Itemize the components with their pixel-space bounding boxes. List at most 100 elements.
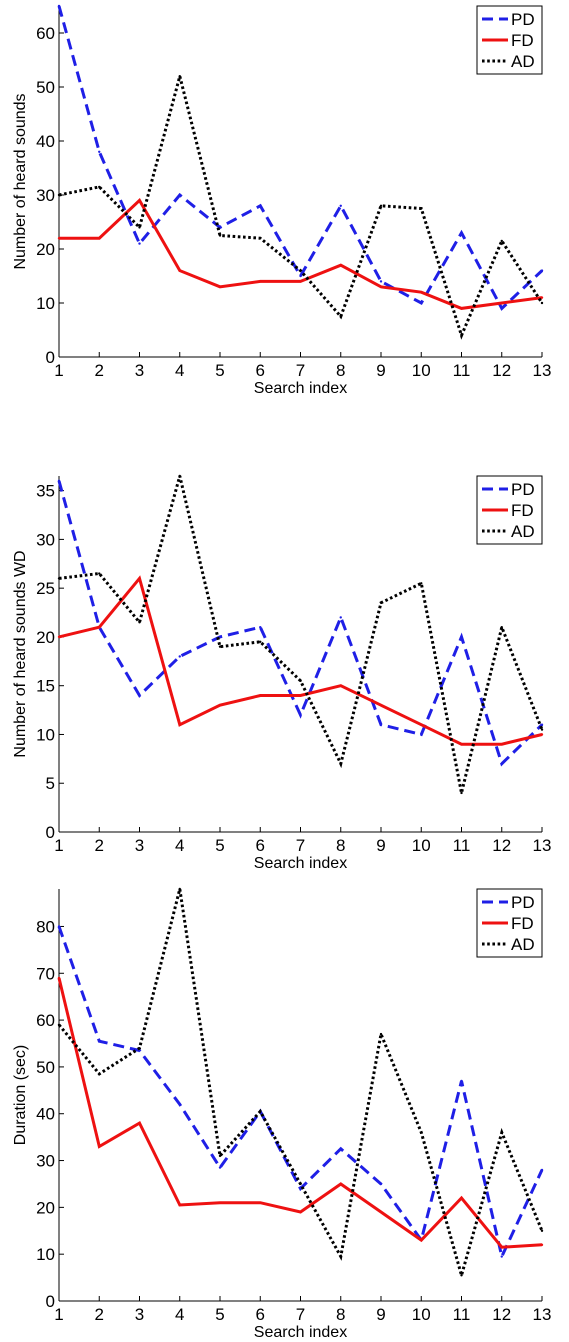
series-line-fd [59, 198, 543, 310]
data-point-pd [460, 635, 463, 639]
data-point-ad [299, 269, 302, 272]
x-tick-label: 11 [453, 361, 471, 380]
data-point-fd [420, 291, 423, 294]
x-tick-label: 1 [54, 836, 63, 855]
legend-label-ad: AD [511, 522, 535, 541]
data-point-pd [98, 1039, 101, 1043]
data-point-fd [98, 1145, 101, 1148]
data-point-fd [178, 269, 181, 272]
data-point-ad [178, 75, 181, 78]
data-point-pd [218, 1166, 222, 1169]
x-tick-label: 12 [492, 836, 511, 855]
y-tick-label: 40 [36, 1105, 55, 1124]
data-point-ad [460, 791, 463, 795]
data-point-ad [540, 728, 544, 731]
data-point-fd [339, 684, 342, 687]
data-point-pd [178, 1103, 181, 1106]
x-axis-label: Search index [254, 380, 347, 397]
data-point-fd [540, 296, 544, 299]
data-point-ad [178, 887, 181, 891]
data-point-pd [500, 307, 503, 310]
data-point-fd [500, 743, 503, 746]
data-point-pd [339, 204, 342, 207]
x-tick-label: 7 [296, 1305, 305, 1324]
legend: PD FD AD [476, 475, 543, 545]
y-tick-label: 20 [36, 628, 55, 647]
x-tick-label: 8 [336, 1305, 345, 1324]
data-point-fd [259, 280, 262, 283]
data-point-ad [420, 1131, 423, 1134]
data-point-ad [460, 1274, 463, 1277]
y-tick-label: 50 [36, 78, 55, 97]
legend-label-pd: PD [511, 10, 535, 29]
data-point-pd [420, 301, 423, 305]
data-point-fd [299, 1210, 302, 1214]
y-tick-label: 0 [46, 823, 55, 842]
data-point-fd [178, 1203, 181, 1207]
data-point-fd [500, 301, 503, 305]
x-tick-label: 7 [296, 836, 305, 855]
data-point-ad [57, 193, 61, 197]
data-point-ad [339, 315, 342, 318]
y-axis-label: Number of heard sounds [12, 93, 29, 269]
data-point-fd [420, 1238, 423, 1242]
data-point-ad [98, 1072, 101, 1076]
data-point-fd [57, 237, 61, 240]
y-tick-label: 80 [36, 917, 55, 936]
data-point-pd [540, 1168, 544, 1172]
data-point-fd [178, 723, 181, 726]
data-point-pd [57, 479, 61, 483]
x-tick-label: 7 [296, 361, 305, 380]
y-tick-label: 10 [36, 294, 55, 313]
x-tick-label: 4 [175, 1305, 184, 1324]
data-point-fd [57, 976, 61, 980]
data-point-pd [299, 713, 302, 717]
data-point-fd [339, 264, 342, 267]
data-point-ad [259, 237, 262, 240]
x-tick-label: 10 [412, 1305, 431, 1324]
legend-label-ad: AD [511, 52, 535, 71]
y-tick-label: 5 [46, 774, 55, 793]
x-tick-label: 3 [135, 1305, 144, 1324]
data-point-fd [500, 1245, 503, 1249]
legend-label-pd: PD [511, 480, 535, 499]
data-point-pd [460, 1079, 463, 1083]
data-point-pd [379, 1182, 383, 1186]
legend: PD FD AD [476, 888, 543, 958]
x-tick-label: 13 [533, 1305, 552, 1324]
data-point-pd [500, 1255, 503, 1258]
y-tick-label: 20 [36, 1198, 55, 1217]
data-point-pd [218, 635, 222, 639]
data-point-ad [138, 1046, 141, 1050]
data-point-pd [460, 231, 463, 234]
x-tick-label: 3 [135, 361, 144, 380]
series-line-ad [57, 888, 544, 1281]
data-point-fd [57, 635, 61, 639]
legend-label-fd: FD [511, 501, 534, 520]
data-point-ad [299, 1182, 302, 1186]
data-point-fd [138, 199, 141, 202]
data-point-pd [420, 733, 423, 736]
data-point-fd [460, 743, 463, 746]
series-line-ad [58, 70, 544, 340]
x-tick-label: 8 [336, 361, 345, 380]
x-tick-label: 9 [376, 361, 385, 380]
y-tick-label: 0 [46, 348, 55, 367]
data-point-ad [98, 572, 101, 575]
data-point-fd [460, 1196, 463, 1200]
series-line-pd [57, 5, 544, 311]
y-axis-label: Number of heard sounds WD [12, 550, 29, 757]
data-point-ad [138, 226, 141, 229]
data-point-fd [540, 1243, 544, 1247]
legend-label-fd: FD [511, 31, 534, 50]
x-tick-label: 6 [256, 1305, 265, 1324]
x-tick-label: 3 [135, 836, 144, 855]
series-line-fd [58, 575, 543, 746]
x-tick-label: 10 [412, 836, 431, 855]
y-tick-label: 60 [36, 24, 55, 43]
data-point-fd [138, 577, 141, 580]
y-tick-label: 40 [36, 132, 55, 151]
data-point-pd [540, 269, 544, 272]
data-point-fd [218, 1201, 222, 1204]
